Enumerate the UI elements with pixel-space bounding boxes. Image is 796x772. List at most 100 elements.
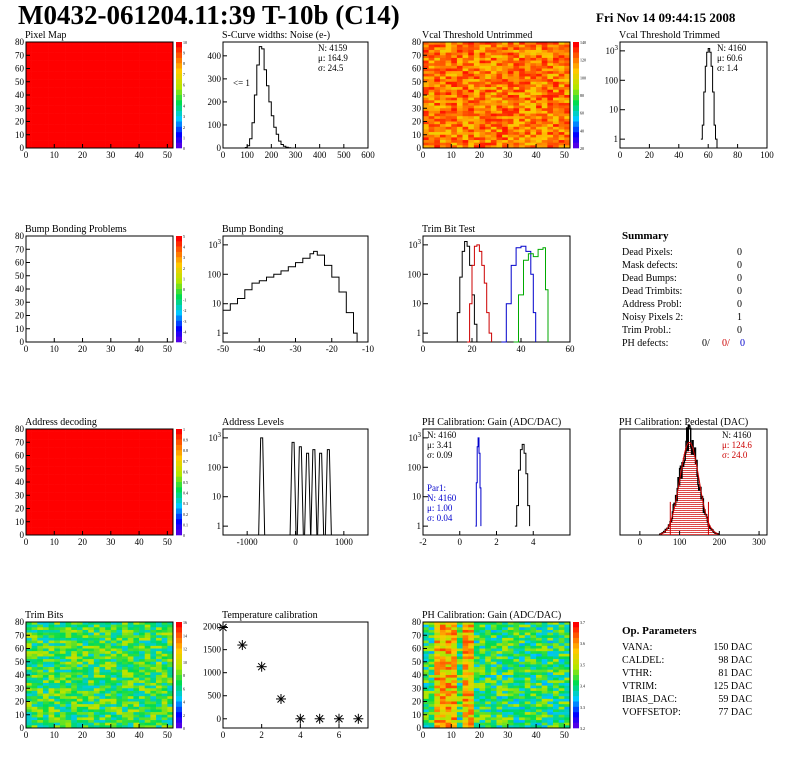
x-tick-label: 500 — [337, 150, 351, 160]
heatmap-cell — [88, 442, 95, 446]
heatmap-cell — [144, 468, 151, 472]
heatmap-cell — [558, 113, 565, 117]
heatmap-cell — [37, 664, 44, 668]
heatmap-cell — [133, 100, 140, 104]
x-tick-label: 400 — [313, 150, 327, 160]
heatmap-cell — [156, 482, 162, 485]
heatmap-cell — [167, 698, 174, 702]
heatmap-cell — [76, 637, 83, 641]
heatmap-cell — [428, 653, 435, 657]
heatmap-cell — [541, 63, 548, 67]
heatmap-cell — [88, 717, 95, 721]
heatmap-cell — [26, 110, 32, 114]
y-tick-label: 1 — [217, 521, 222, 531]
heatmap-cell — [88, 65, 95, 69]
heatmap-cell — [468, 137, 475, 141]
heatmap-cell — [479, 129, 486, 133]
heatmap-cell — [507, 73, 514, 77]
heatmap-cell — [71, 690, 78, 694]
heatmap-cell — [133, 712, 140, 716]
heatmap-cell — [428, 667, 435, 670]
heatmap-cell — [490, 76, 497, 80]
heatmap-cell — [167, 100, 174, 104]
heatmap-cell — [65, 452, 72, 456]
y-tick-label: 70 — [15, 630, 25, 640]
series-line — [475, 437, 482, 527]
heatmap-cell — [133, 79, 140, 83]
heatmap-cell — [445, 121, 452, 125]
heatmap-cell — [502, 92, 509, 96]
heatmap-cell — [71, 637, 78, 641]
heatmap-cell — [127, 97, 134, 101]
colorbar-label: 9 — [183, 51, 185, 56]
heatmap-cell — [65, 677, 72, 681]
heatmap-cell — [530, 55, 537, 59]
heatmap-cell — [524, 44, 531, 48]
heatmap-cell — [42, 690, 49, 694]
heatmap-cell — [59, 484, 66, 488]
heatmap-cell — [519, 142, 526, 146]
heatmap-cell — [139, 632, 146, 636]
heatmap-cell — [82, 632, 89, 636]
heatmap-cell — [439, 102, 446, 106]
heatmap-cell — [423, 661, 429, 665]
heatmap-cell — [167, 489, 174, 493]
heatmap-cell — [110, 468, 117, 472]
heatmap-cell — [445, 137, 452, 141]
heatmap-cell — [82, 124, 89, 128]
heatmap-cell — [71, 714, 78, 718]
heatmap-cell — [144, 73, 151, 77]
heatmap-cell — [110, 643, 117, 647]
heatmap-cell — [116, 667, 123, 670]
heatmap-cell — [37, 532, 44, 536]
heatmap-cell — [116, 659, 123, 663]
heatmap-cell — [156, 524, 162, 528]
heatmap-cell — [88, 497, 95, 501]
heatmap-cell — [156, 698, 162, 702]
heatmap-cell — [122, 47, 129, 51]
heatmap-cell — [93, 682, 100, 686]
heatmap-cell — [65, 476, 72, 480]
heatmap-cell — [31, 474, 38, 477]
heatmap-cell — [167, 140, 174, 143]
heatmap-cell — [48, 63, 55, 67]
heatmap-cell — [105, 717, 112, 721]
heatmap-cell — [82, 635, 89, 639]
heatmap-cell — [37, 516, 44, 520]
heatmap-cell — [167, 63, 174, 67]
heatmap-cell — [139, 714, 146, 718]
heatmap-cell — [99, 720, 106, 723]
heatmap-cell — [423, 714, 429, 718]
heatmap-cell — [65, 436, 72, 440]
heatmap-cell — [42, 79, 49, 83]
heatmap-cell — [59, 479, 66, 483]
heatmap-cell — [536, 57, 543, 61]
heatmap-cell — [536, 129, 543, 133]
heatmap-cell — [127, 661, 134, 665]
heatmap-cell — [31, 47, 38, 51]
heatmap-cell — [167, 717, 174, 721]
heatmap-cell — [54, 442, 61, 446]
heatmap-cell — [547, 116, 554, 120]
heatmap-cell — [93, 653, 100, 657]
heatmap-cell — [93, 516, 100, 520]
heatmap-cell — [37, 704, 44, 708]
heatmap-cell — [423, 100, 429, 104]
heatmap-cell — [553, 76, 559, 80]
heatmap-cell — [423, 116, 429, 120]
heatmap-cell — [133, 629, 140, 633]
heatmap-cell — [156, 60, 162, 64]
heatmap-cell — [110, 49, 117, 53]
heatmap-cell — [71, 105, 78, 109]
heatmap-cell — [82, 129, 89, 133]
heatmap-cell — [507, 92, 514, 96]
heatmap-cell — [48, 524, 55, 528]
heatmap-cell — [150, 648, 157, 652]
heatmap-cell — [547, 92, 554, 96]
heatmap-cell — [42, 116, 49, 120]
heatmap-cell — [553, 95, 559, 98]
heatmap-cell — [507, 108, 514, 112]
x-tick-label: 10 — [50, 150, 60, 160]
heatmap-cell — [59, 653, 66, 657]
